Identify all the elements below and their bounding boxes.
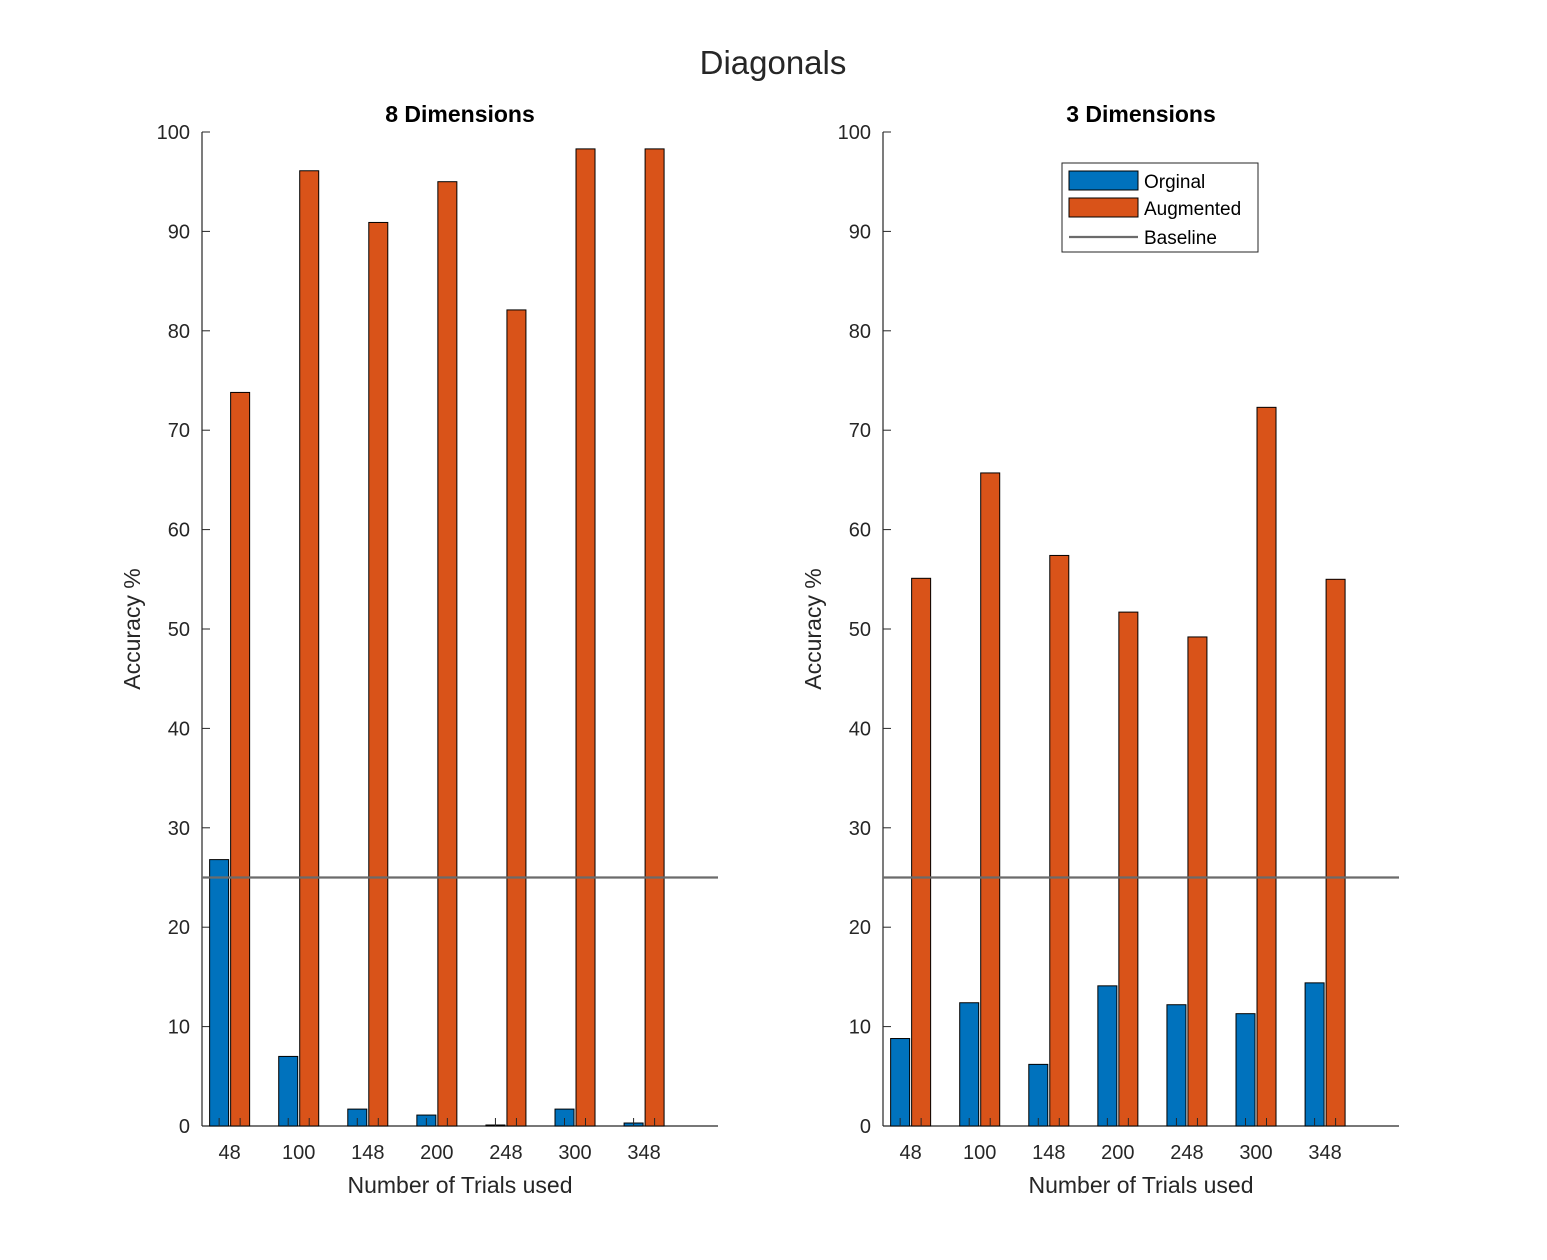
bar-augmented-100 [299,170,320,1127]
bar-original-48 [209,859,230,1127]
y-tick-label: 80 [849,321,871,343]
y-tick-label: 50 [168,619,190,641]
y-tick-label: 20 [849,917,871,939]
bar-augmented-348 [644,148,665,1127]
bar-augmented-300 [575,148,596,1127]
bar-original-48 [890,1038,911,1127]
y-tick-label: 30 [168,818,190,840]
bar-original-248 [1166,1004,1187,1127]
legend-label-augmented: Augmented [1144,199,1241,220]
x-tick-label: 300 [1239,1142,1272,1164]
legend-label-baseline: Baseline [1144,228,1217,249]
x-tick-label: 348 [1308,1142,1341,1164]
bar-augmented-348 [1325,578,1346,1127]
subplot-title: 3 Dimensions [1066,101,1216,127]
y-tick-label: 0 [179,1116,190,1138]
y-tick-label: 70 [849,420,871,442]
legend: Orginal Augmented Baseline [1061,162,1259,253]
bar-augmented-48 [230,391,251,1127]
y-tick-label: 100 [838,122,871,144]
bar-original-348 [1304,982,1325,1127]
y-tick-label: 30 [849,818,871,840]
bar-original-148 [1028,1063,1049,1127]
subplot-title: 8 Dimensions [385,101,535,127]
bar-augmented-300 [1256,406,1277,1127]
y-tick-label: 20 [168,917,190,939]
figure-title: Diagonals [700,44,847,81]
x-tick-label: 248 [489,1142,522,1164]
bar-augmented-248 [1187,636,1208,1127]
x-tick-label: 200 [420,1142,453,1164]
bar-original-100 [959,1002,980,1127]
legend-swatch-augmented [1068,197,1139,218]
subplot-8-dimensions: 0 10 20 30 40 50 60 70 80 90 100 48 100 148 200 248 300 3… [119,101,718,1198]
y-tick-label: 10 [168,1017,190,1039]
y-tick-label: 60 [168,520,190,542]
x-tick-label: 148 [1032,1142,1065,1164]
x-tick-label: 148 [351,1142,384,1164]
bar-original-300 [1235,1013,1256,1127]
x-tick-label: 100 [963,1142,996,1164]
x-tick-label: 348 [627,1142,660,1164]
bar-augmented-248 [506,309,527,1127]
bar-original-200 [1097,985,1118,1127]
y-tick-label: 40 [849,718,871,740]
bar-augmented-48 [911,577,932,1127]
y-tick-label: 60 [849,520,871,542]
legend-label-original: Orginal [1144,172,1205,193]
y-axis-label: Accuracy % [119,568,145,689]
y-tick-label: 90 [849,221,871,243]
x-tick-label: 200 [1101,1142,1134,1164]
y-tick-label: 10 [849,1017,871,1039]
bar-original-100 [278,1055,299,1127]
y-axis-label: Accuracy % [800,568,826,689]
y-tick-label: 40 [168,718,190,740]
bar-augmented-100 [980,472,1001,1127]
y-tick-label: 80 [168,321,190,343]
x-tick-label: 100 [282,1142,315,1164]
y-tick-label: 0 [860,1116,871,1138]
x-tick-label: 48 [900,1142,922,1164]
y-tick-label: 100 [157,122,190,144]
y-tick-label: 50 [849,619,871,641]
y-tick-label: 70 [168,420,190,442]
bar-augmented-148 [1049,554,1070,1127]
y-tick-label: 90 [168,221,190,243]
subplot-3-dimensions: 0 10 20 30 40 50 60 70 80 90 100 48 100 148 200 248 300 3… [800,101,1399,1198]
bar-augmented-200 [437,181,458,1127]
bar-augmented-200 [1118,611,1139,1127]
x-axis-label: Number of Trials used [1029,1172,1254,1198]
legend-swatch-original [1068,170,1139,191]
bar-augmented-148 [368,221,389,1127]
x-axis-label: Number of Trials used [348,1172,573,1198]
x-tick-label: 248 [1170,1142,1203,1164]
x-tick-label: 300 [558,1142,591,1164]
x-tick-label: 48 [219,1142,241,1164]
